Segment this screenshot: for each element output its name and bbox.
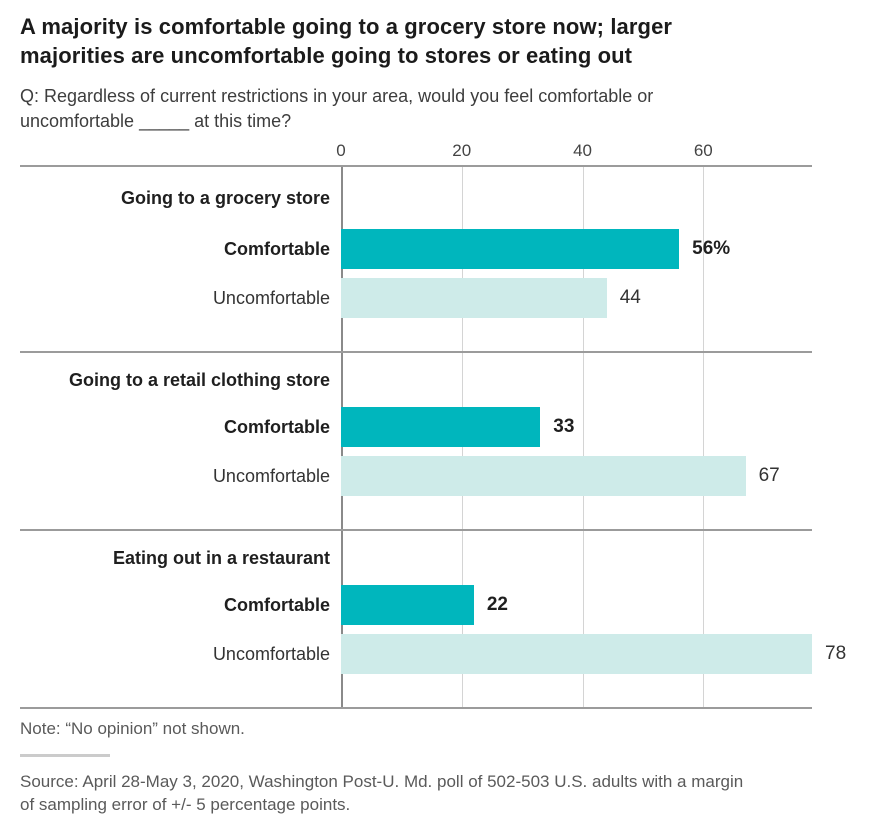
bar-label: Uncomfortable <box>212 465 330 486</box>
bar-row-retail-comfortable: Comfortable 33 <box>20 407 812 447</box>
bar-label: Uncomfortable <box>212 287 330 308</box>
bar-value-label: 33 <box>553 416 575 437</box>
x-axis-tick-label-40: 40 <box>573 141 592 160</box>
bar-restaurant-uncomfortable <box>341 634 812 674</box>
bar-track: 67 <box>341 456 812 496</box>
group-label: Going to a retail clothing store <box>68 369 330 390</box>
source-text: Source: April 28-May 3, 2020, Washington… <box>20 770 875 816</box>
bar-value-label: 22 <box>486 594 508 615</box>
bar-retail-uncomfortable <box>341 456 746 496</box>
bar-label: Comfortable <box>223 416 330 437</box>
group-title-row: Going to a grocery store <box>20 167 812 229</box>
bar-track: 22 <box>341 585 812 625</box>
bar-track: 56% <box>341 229 812 269</box>
bar-row-grocery-comfortable: Comfortable 56% <box>20 229 812 269</box>
bar-track: 78 <box>341 634 846 674</box>
chart-title: A majority is comfortable going to a gro… <box>20 12 875 70</box>
x-axis-tick-label-60: 60 <box>693 141 713 160</box>
bar-chart: Going to a grocery store Comfortable 56%… <box>20 165 846 709</box>
chart-question-line-1: Q: Regardless of current restrictions in… <box>20 86 654 106</box>
group-title-row: Going to a retail clothing store <box>20 353 812 407</box>
bar-row-grocery-uncomfortable: Uncomfortable 44 <box>20 278 812 318</box>
bar-group-retail-store: Going to a retail clothing store Comfort… <box>20 351 812 529</box>
bar-restaurant-comfortable <box>341 585 474 625</box>
bar-value-label: 67 <box>758 465 780 486</box>
bar-value-label: 44 <box>619 287 641 308</box>
bar-label: Uncomfortable <box>212 643 330 664</box>
bar-row-restaurant-uncomfortable: Uncomfortable 78 <box>20 634 846 674</box>
bar-label: Comfortable <box>223 238 330 259</box>
bar-value-label: 56% <box>692 238 731 259</box>
x-axis-tick-label-0: 0 <box>336 141 346 160</box>
bar-grocery-comfortable <box>341 229 680 269</box>
group-label: Eating out in a restaurant <box>112 547 330 568</box>
bar-label: Comfortable <box>223 594 330 615</box>
gridline-40 <box>582 165 584 707</box>
bar-value-label: 78 <box>825 643 847 664</box>
source-text-line-1: Source: April 28-May 3, 2020, Washington… <box>20 772 744 791</box>
x-axis-tick-label-20: 20 <box>452 141 472 160</box>
bar-track: 44 <box>341 278 812 318</box>
group-label: Going to a grocery store <box>120 187 330 208</box>
note-text: Note: “No opinion” not shown. <box>20 719 245 738</box>
bar-group-grocery-store: Going to a grocery store Comfortable 56%… <box>20 165 812 351</box>
bar-row-restaurant-comfortable: Comfortable 22 <box>20 585 812 625</box>
bar-track: 33 <box>341 407 812 447</box>
bar-group-restaurant: Eating out in a restaurant Comfortable 2… <box>20 529 846 707</box>
x-axis-tick-row: 0 20 40 60 <box>336 141 812 165</box>
chart-title-line-2: majorities are uncomfortable going to st… <box>20 43 633 68</box>
footer: Note: “No opinion” not shown. Source: Ap… <box>20 718 875 816</box>
chart-question-line-2: uncomfortable _____ at this time? <box>20 111 292 131</box>
bar-retail-comfortable <box>341 407 541 447</box>
chart-title-line-1: A majority is comfortable going to a gro… <box>20 14 673 39</box>
group-title-row: Eating out in a restaurant <box>20 531 812 585</box>
source-text-line-2: of sampling error of +/- 5 percentage po… <box>20 795 351 814</box>
gridline-60 <box>703 165 705 707</box>
bar-row-retail-uncomfortable: Uncomfortable 67 <box>20 456 812 496</box>
chart-question: Q: Regardless of current restrictions in… <box>20 84 875 134</box>
footer-divider <box>20 754 110 757</box>
bar-grocery-uncomfortable <box>341 278 607 318</box>
